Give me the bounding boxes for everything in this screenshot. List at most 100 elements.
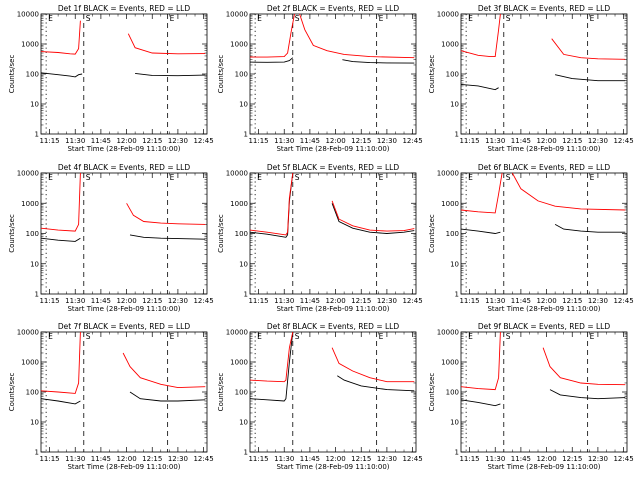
plot-frame [40,331,208,453]
y-tick-label: 100 [446,230,459,238]
x-tick-label: 12:45 [402,297,422,305]
y-axis-label: Counts/sec [217,55,225,94]
y-tick-label: 10 [239,419,248,427]
interval-marker-label: E [257,173,262,182]
series-line [40,72,83,78]
interval-marker-label: S [506,14,511,23]
x-tick-label: 12:00 [536,137,556,145]
x-tick-label: 12:30 [588,137,608,145]
y-tick-label: 10 [450,260,459,268]
chart-title: Det 4f BLACK = Events, RED = LLD [58,163,191,172]
series-line [549,389,626,400]
x-tick-label: 11:15 [248,455,268,463]
x-axis-label: Start Time (28-Feb-09 11:10:00) [487,463,600,471]
interval-marker-label: E [379,332,384,341]
chart-title: Det 9f BLACK = Events, RED = LLD [478,322,611,331]
x-tick-label: 11:30 [274,455,294,463]
x-tick-label: 12:30 [588,455,608,463]
x-tick-label: 11:45 [91,297,111,305]
interval-marker-label: E [170,14,175,23]
x-tick-label: 11:15 [39,455,59,463]
y-tick-label: 10000 [17,170,39,178]
y-tick-label: 1 [244,449,248,457]
x-tick-label: 11:15 [248,137,268,145]
plot-frame [40,172,208,295]
series-line [331,200,415,232]
x-tick-label: 11:45 [511,137,531,145]
y-tick-label: 1 [35,131,39,139]
x-tick-label: 11:15 [39,137,59,145]
series-line [40,331,81,394]
chart-title: Det 2f BLACK = Events, RED = LLD [267,4,400,13]
x-axis-label: Start Time (28-Feb-09 11:10:00) [487,305,600,313]
x-tick-label: 12:45 [613,455,633,463]
interval-marker-label: E [379,173,384,182]
interval-marker-label: E [590,332,595,341]
interval-marker-label: S [506,332,511,341]
interval-marker-label: E [468,332,473,341]
chart-title: Det 8f BLACK = Events, RED = LLD [267,322,400,331]
chart-panel: Det 3f BLACK = Events, RED = LLD 1 10 100 10… [428,4,634,153]
x-tick-label: 12:30 [168,297,188,305]
plot-frame [460,13,628,135]
plot-frame [460,172,628,295]
y-tick-label: 10 [450,101,459,109]
interval-marker-label: S [86,332,91,341]
x-tick-label: 11:30 [65,297,85,305]
x-axis-label: Start Time (28-Feb-09 11:10:00) [276,145,389,153]
x-tick-label: 12:15 [562,455,582,463]
x-tick-label: 12:30 [168,137,188,145]
interval-marker-label: S [295,332,300,341]
interval-marker-label: E [257,14,262,23]
series-line [126,203,206,225]
series-line [460,83,499,91]
y-tick-label: 100 [446,389,459,397]
x-tick-label: 12:45 [613,297,633,305]
y-tick-label: 100 [446,71,459,79]
interval-marker-label: E [379,14,384,23]
x-tick-label: 12:00 [116,297,136,305]
y-tick-label: 1 [455,449,459,457]
y-tick-label: 1000 [230,41,248,49]
chart-panel: Det 1f BLACK = Events, RED = LLD 1 10 100 10… [8,4,214,153]
interval-marker-label: E [257,332,262,341]
x-tick-label: 12:15 [142,137,162,145]
y-axis-label: Counts/sec [217,214,225,253]
y-tick-label: 1 [35,449,39,457]
interval-marker-label: S [295,173,300,182]
series-line [542,347,626,386]
chart-panel: Det 8f BLACK = Events, RED = LLD 1 10 100 10… [217,322,423,471]
y-tick-label: 1000 [441,200,459,208]
chart-title: Det 7f BLACK = Events, RED = LLD [58,322,191,331]
y-tick-label: 100 [235,389,248,397]
y-axis-label: Counts/sec [428,373,436,412]
x-tick-label: 12:00 [325,137,345,145]
x-tick-label: 11:15 [248,297,268,305]
interval-marker-label: E [48,14,53,23]
y-axis-label: Counts/sec [217,373,225,412]
y-tick-label: 10000 [437,170,459,178]
series-line [249,172,294,236]
series-line [460,172,503,214]
y-tick-label: 100 [26,71,39,79]
series-line [337,375,415,392]
x-tick-label: 12:30 [377,137,397,145]
x-tick-label: 11:30 [485,297,505,305]
y-tick-label: 1 [455,291,459,299]
x-tick-label: 11:45 [300,455,320,463]
y-tick-label: 100 [235,230,248,238]
series-line [342,59,415,64]
chart-panel: Det 6f BLACK = Events, RED = LLD 1 10 100 10… [428,163,634,313]
y-tick-label: 1000 [230,200,248,208]
series-line [129,234,206,240]
series-line [511,172,626,211]
y-tick-label: 10000 [226,11,248,19]
x-tick-label: 11:45 [91,455,111,463]
x-axis-label: Start Time (28-Feb-09 11:10:00) [276,463,389,471]
x-tick-label: 12:45 [193,455,213,463]
y-tick-label: 10 [450,419,459,427]
x-tick-label: 11:30 [65,137,85,145]
interval-marker-label: E [590,14,595,23]
x-tick-label: 12:45 [402,455,422,463]
y-tick-label: 10 [30,419,39,427]
